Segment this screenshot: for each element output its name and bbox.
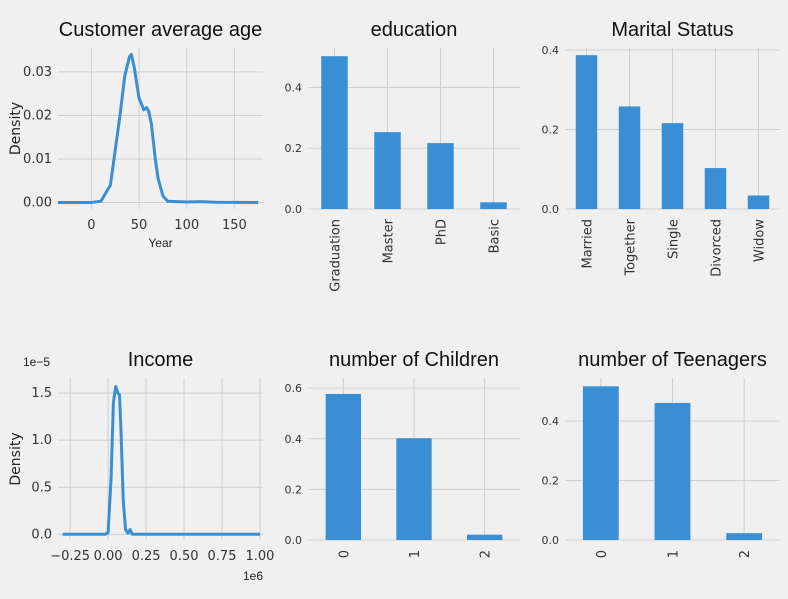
chart-title: Marital Status [611, 19, 733, 41]
x-tick-label: Basic [488, 219, 503, 253]
x-tick-label: 2 [738, 550, 753, 558]
y-tick-label: 0.00 [23, 195, 52, 210]
y-tick-label: 0.0 [542, 534, 560, 547]
y-tick-label: 0.4 [542, 44, 560, 57]
x-tick-label: 1.00 [245, 549, 274, 564]
x-tick-label: 100 [174, 218, 199, 233]
x-tick-label: −0.25 [50, 549, 90, 564]
y-tick-label: 0.5 [31, 480, 52, 495]
x-offset-label: 1e6 [243, 569, 263, 583]
bar-phd [427, 143, 454, 209]
x-tick-label: 0 [87, 218, 95, 233]
bar-married [575, 55, 598, 210]
bar-2 [726, 533, 763, 540]
y-tick-label: 0.01 [23, 152, 52, 167]
y-tick-label: 1.5 [31, 386, 52, 401]
bar-basic [480, 202, 507, 209]
x-axis-label: Year [148, 236, 172, 250]
bar-1 [654, 402, 691, 540]
y-scale-label: 1e−5 [23, 355, 50, 369]
chart-panel-4 [308, 378, 520, 541]
bar-single [661, 123, 684, 209]
y-tick-label: 0.4 [285, 433, 303, 446]
bar-2 [467, 534, 503, 540]
x-tick-label: 0 [595, 550, 610, 558]
bar-master [374, 132, 401, 209]
y-tick-label: 0.0 [31, 527, 52, 542]
y-tick-label: 0.2 [542, 475, 560, 488]
x-tick-label: Single [667, 219, 682, 259]
x-tick-label: Married [581, 219, 596, 269]
bar-divorced [704, 168, 727, 209]
y-tick-label: 0.0 [542, 203, 560, 216]
density-line [58, 53, 259, 204]
bar-0 [582, 386, 619, 540]
chart-title: education [371, 19, 458, 41]
bar-together [618, 106, 641, 209]
y-tick-label: 0.02 [23, 108, 52, 123]
y-tick-label: 0.2 [542, 123, 560, 136]
x-tick-label: 50 [131, 218, 148, 233]
x-tick-label: Graduation [329, 219, 344, 292]
chart-title: number of Children [329, 349, 499, 371]
x-tick-label: Master [382, 218, 397, 263]
chart-title: Customer average age [59, 19, 262, 41]
chart-panel-0 [58, 48, 263, 209]
y-tick-label: 0.2 [285, 483, 303, 496]
chart-title: number of Teenagers [578, 349, 767, 371]
x-tick-label: 2 [479, 550, 494, 558]
x-tick-label: 0 [337, 550, 352, 558]
x-tick-label: 1 [408, 550, 423, 558]
chart-panel-2 [565, 48, 780, 210]
bar-widow [747, 195, 770, 209]
y-tick-label: 0.2 [285, 142, 303, 155]
y-tick-label: 0.0 [285, 534, 303, 547]
x-tick-label: Widow [753, 219, 768, 262]
y-axis-label: Density [8, 102, 24, 155]
chart-panel-5 [565, 378, 780, 541]
bar-graduation [321, 56, 348, 209]
bar-0 [325, 393, 361, 540]
x-tick-label: 0.00 [94, 549, 123, 564]
chart-panel-1 [308, 48, 520, 210]
y-tick-label: 0.4 [542, 415, 560, 428]
chart-panel-3 [58, 378, 263, 540]
x-tick-label: 0.50 [170, 549, 199, 564]
y-axis-label: Density [8, 432, 24, 485]
y-tick-label: 0.0 [285, 203, 303, 216]
x-tick-label: 1 [667, 550, 682, 558]
density-line [62, 385, 260, 536]
chart-title: Income [128, 349, 194, 371]
y-tick-label: 0.4 [285, 81, 303, 94]
y-tick-label: 0.6 [285, 382, 303, 395]
y-tick-label: 0.03 [23, 65, 52, 80]
x-tick-label: PhD [435, 219, 450, 245]
bar-1 [396, 438, 432, 540]
x-tick-label: Together [624, 218, 639, 276]
y-tick-label: 1.0 [31, 433, 52, 448]
x-tick-label: 0.25 [132, 549, 161, 564]
x-tick-label: 0.75 [208, 549, 237, 564]
x-tick-label: 150 [222, 218, 247, 233]
x-tick-label: Divorced [710, 219, 725, 277]
